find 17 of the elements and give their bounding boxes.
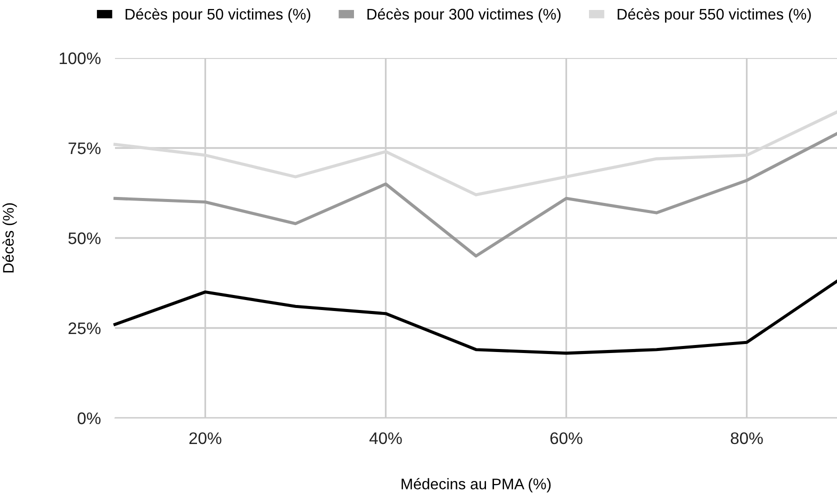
legend-label: Décès pour 50 victimes (%) [126, 8, 310, 23]
line-series [113, 280, 837, 355]
y-tick-label: 100% [60, 52, 101, 64]
x-axis-title: Médecins au PMA (%) [402, 478, 551, 492]
y-axis-title: Décès (%) [2, 203, 17, 272]
y-tick-label: 75% [68, 142, 101, 154]
line-series [113, 110, 837, 196]
y-tick-label: 25% [68, 322, 101, 334]
y-tick-label: 0% [78, 412, 101, 424]
x-tick-label: 40% [369, 432, 402, 444]
y-tick-label: 50% [68, 232, 101, 244]
legend-label: Décès pour 550 victimes (%) [618, 8, 811, 23]
x-tick-label: 80% [730, 432, 763, 444]
x-tick-label: 60% [550, 432, 582, 444]
legend-label: Décès pour 300 victimes (%) [367, 8, 561, 23]
x-tick-label: 20% [189, 432, 222, 444]
line-series [113, 132, 837, 258]
